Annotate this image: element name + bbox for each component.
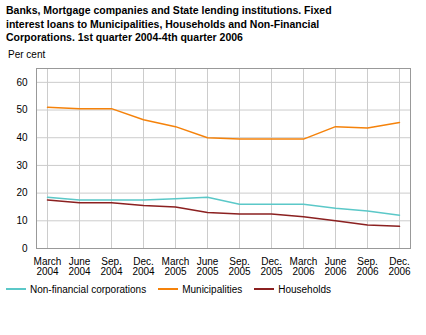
- html-text:Banks, Mortgage companies and: Banks, Mortgage companies and State lend…: [6, 4, 332, 44]
- svg-text:June2005: June2005: [196, 256, 219, 277]
- svg-text:Dec.2004: Dec.2004: [132, 256, 155, 277]
- svg-text:Sep.2004: Sep.2004: [100, 256, 123, 277]
- svg-text:0: 0: [22, 243, 28, 254]
- svg-text:June2006: June2006: [324, 256, 347, 277]
- svg-text:March2004: March2004: [34, 256, 62, 277]
- svg-text:Sep.2006: Sep.2006: [356, 256, 379, 277]
- svg-text:Sep.2005: Sep.2005: [228, 256, 251, 277]
- html-text:Per cent: Per cent: [8, 48, 46, 60]
- svg-text:10: 10: [16, 215, 28, 226]
- svg-text:20: 20: [16, 187, 28, 198]
- svg-text:Dec.2006: Dec.2006: [388, 256, 411, 277]
- svg-text:June2004: June2004: [68, 256, 91, 277]
- svg-text:50: 50: [16, 104, 28, 115]
- html-text:Households: Households: [278, 283, 331, 295]
- svg-text:40: 40: [16, 132, 28, 143]
- svg-text:60: 60: [16, 76, 28, 87]
- svg-text:30: 30: [16, 160, 28, 171]
- html-text:Municipalities: Municipalities: [182, 283, 243, 295]
- svg-text:March2005: March2005: [162, 256, 190, 277]
- html-text:Non-financial corporations: Non-financial corporations: [30, 283, 147, 295]
- svg-text:March2006: March2006: [290, 256, 318, 277]
- svg-text:Dec.2005: Dec.2005: [260, 256, 283, 277]
